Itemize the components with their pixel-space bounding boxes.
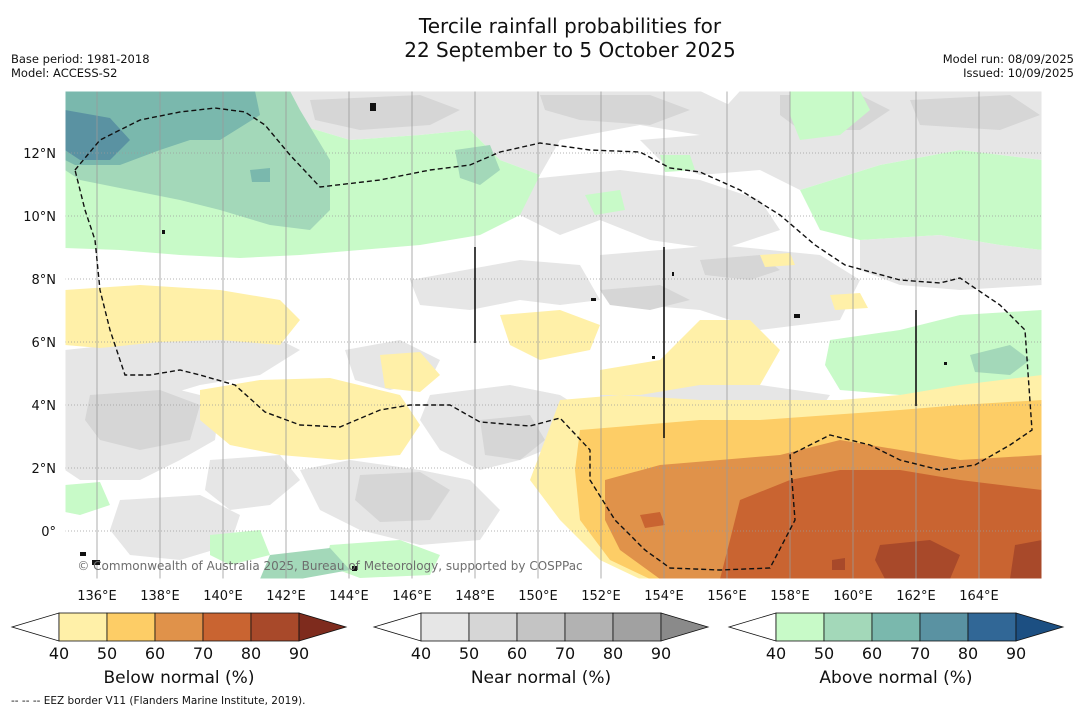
colorbar-segment — [250, 612, 300, 642]
x-tick-label: 162°E — [896, 589, 936, 604]
colorbar-tick-label: 80 — [958, 644, 978, 663]
near-normal-title: Near normal (%) — [470, 668, 612, 688]
y-tick-label: 0° — [41, 525, 56, 540]
colorbar-tick-label: 40 — [411, 644, 431, 663]
above-normal-title: Above normal (%) — [819, 668, 973, 688]
x-tick-label: 152°E — [581, 589, 621, 604]
colorbar-segment — [106, 612, 156, 642]
x-tick-label: 142°E — [266, 589, 306, 604]
colorbar-max-arrow — [660, 612, 710, 642]
map-plot-area — [65, 91, 1042, 579]
model-run-info: Model run: 08/09/2025 Issued: 10/09/2025 — [943, 52, 1074, 80]
title-line-1: Tercile rainfall probabilities for — [418, 14, 722, 38]
x-tick-label: 150°E — [518, 589, 558, 604]
plot-frame — [64, 90, 1043, 580]
colorbar-segment — [468, 612, 518, 642]
y-tick-label: 10°N — [23, 210, 56, 225]
colorbar-tick-label: 60 — [507, 644, 527, 663]
eez-legend-note: -- -- -- EEZ border V11 (Flanders Marine… — [11, 695, 306, 707]
above-normal-colorbar: 40 50 60 70 80 90 — [727, 612, 1065, 663]
colorbar-segment — [564, 612, 614, 642]
colorbar-segment — [823, 612, 873, 642]
colorbar-tick-label: 50 — [97, 644, 117, 663]
x-tick-label: 148°E — [455, 589, 495, 604]
colorbar-segment — [154, 612, 204, 642]
colorbar-segment — [967, 612, 1017, 642]
map-lat-gridlines — [65, 152, 1042, 532]
colorbar-tick-label: 70 — [910, 644, 930, 663]
base-period: Base period: 1981-2018 — [11, 52, 150, 66]
x-tick-label: 144°E — [329, 589, 369, 604]
y-tick-label: 6°N — [32, 336, 57, 351]
x-tick-label: 160°E — [833, 589, 873, 604]
y-tick-label: 4°N — [32, 399, 57, 414]
copyright-watermark: © Commonwealth of Australia 2025, Bureau… — [77, 559, 582, 573]
x-tick-label: 138°E — [140, 589, 180, 604]
x-tick-label: 140°E — [203, 589, 243, 604]
issued-date: Issued: 10/09/2025 — [963, 66, 1074, 80]
colorbar-segment — [775, 612, 825, 642]
eez-borders — [74, 107, 1033, 571]
colorbar-max-arrow — [1015, 612, 1065, 642]
y-tick-label: 8°N — [32, 273, 57, 288]
colorbar-segment — [420, 612, 470, 642]
x-tick-label: 156°E — [707, 589, 747, 604]
colorbar-tick-label: 90 — [1006, 644, 1026, 663]
colorbar-segment — [612, 612, 662, 642]
y-tick-label: 2°N — [32, 462, 57, 477]
map-title: Tercile rainfall probabilities for 22 Se… — [0, 14, 1085, 62]
colorbar-min-arrow — [372, 612, 422, 642]
x-tick-label: 164°E — [959, 589, 999, 604]
below-normal-colorbar: 40 50 60 70 80 90 — [10, 612, 348, 663]
below-normal-70-regions — [640, 470, 1042, 579]
model-run: Model run: 08/09/2025 — [942, 52, 1074, 66]
colorbar-tick-label: 50 — [814, 644, 834, 663]
colorbar-segment — [58, 612, 108, 642]
y-axis: 12°N 10°N 8°N 6°N 4°N 2°N 0° — [23, 147, 56, 540]
x-tick-label: 158°E — [770, 589, 810, 604]
colorbar-tick-label: 70 — [193, 644, 213, 663]
colorbar-tick-label: 60 — [145, 644, 165, 663]
colorbar-segment — [871, 612, 921, 642]
colorbar-tick-label: 80 — [241, 644, 261, 663]
colorbar-max-arrow — [298, 612, 348, 642]
model-name: Model: ACCESS-S2 — [11, 66, 118, 80]
colorbar-min-arrow — [727, 612, 777, 642]
y-tick-label: 12°N — [23, 147, 56, 162]
title-line-2: 22 September to 5 October 2025 — [404, 38, 736, 62]
colorbar-tick-label: 60 — [862, 644, 882, 663]
colorbar-tick-label: 90 — [651, 644, 671, 663]
colorbar-tick-label: 80 — [603, 644, 623, 663]
x-tick-label: 136°E — [77, 589, 117, 604]
islands — [80, 103, 947, 571]
colorbar-tick-label: 40 — [49, 644, 69, 663]
colorbar-segment — [202, 612, 252, 642]
colorbars: 40 50 60 70 80 90 40 50 60 70 80 90 40 50 60 70 80 90 — [10, 612, 1065, 663]
colorbar-tick-label: 90 — [289, 644, 309, 663]
colorbar-tick-label: 70 — [555, 644, 575, 663]
colorbar-tick-label: 50 — [459, 644, 479, 663]
colorbar-min-arrow — [10, 612, 60, 642]
below-normal-80-regions — [832, 540, 1042, 579]
below-normal-title: Below normal (%) — [103, 668, 255, 688]
above-normal-70-regions — [65, 110, 130, 160]
colorbar-segment — [516, 612, 566, 642]
x-axis: 136°E 138°E 140°E 142°E 144°E 146°E 148°… — [77, 589, 999, 604]
base-period-info: Base period: 1981-2018 Model: ACCESS-S2 — [11, 52, 150, 80]
near-normal-colorbar: 40 50 60 70 80 90 — [372, 612, 710, 663]
x-tick-label: 146°E — [392, 589, 432, 604]
eez-straight-segments — [474, 247, 917, 438]
colorbar-segment — [919, 612, 969, 642]
colorbar-tick-label: 40 — [766, 644, 786, 663]
x-tick-label: 154°E — [644, 589, 684, 604]
